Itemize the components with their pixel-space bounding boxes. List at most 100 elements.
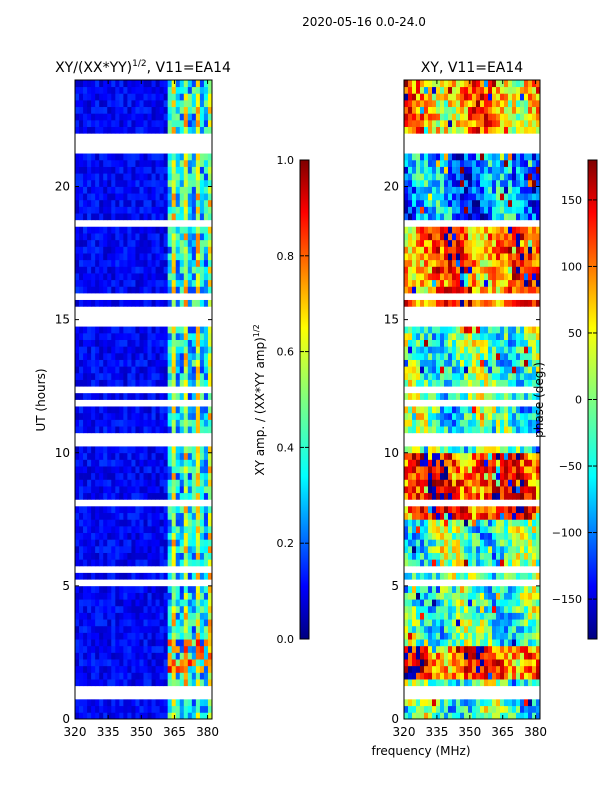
heatmap-cell (147, 392, 152, 400)
heatmap-cell (476, 699, 481, 707)
heatmap-cell (151, 426, 156, 434)
heatmap-cell (179, 412, 185, 420)
heatmap-cell (436, 452, 441, 460)
heatmap-cell (512, 492, 517, 500)
heatmap-cell (468, 679, 473, 687)
heatmap-cell (195, 106, 201, 114)
heatmap-cell (520, 286, 525, 294)
heatmap-cell (496, 452, 501, 460)
heatmap-cell (452, 259, 457, 267)
heatmap-cell (143, 186, 148, 194)
heatmap-cell (147, 239, 152, 247)
heatmap-cell (139, 539, 144, 547)
heatmap-cell (468, 545, 473, 553)
heatmap-cell (444, 472, 449, 480)
heatmap-cell (119, 632, 124, 640)
heatmap-cell (203, 525, 209, 534)
heatmap-cell (183, 406, 189, 414)
heatmap-cell (115, 186, 120, 194)
heatmap-cell (191, 479, 197, 487)
heatmap-cell (111, 419, 116, 427)
heatmap-cell (524, 299, 529, 307)
heatmap-cell (508, 492, 513, 500)
heatmap-cell (183, 199, 189, 207)
heatmap-cell (484, 545, 489, 553)
heatmap-cell (87, 153, 92, 161)
heatmap-cell (532, 266, 537, 274)
heatmap-cell (472, 639, 477, 647)
heatmap-cell (151, 379, 156, 387)
heatmap-cell (107, 446, 112, 454)
heatmap-cell (99, 559, 104, 567)
heatmap-cell (103, 619, 108, 627)
heatmap-cell (408, 572, 413, 580)
heatmap-cell (87, 619, 92, 627)
heatmap-cell (420, 459, 425, 467)
heatmap-cell (432, 492, 437, 500)
heatmap-cell (432, 639, 437, 647)
heatmap-cell (516, 665, 521, 673)
heatmap-cell (536, 299, 540, 307)
heatmap-cell (448, 559, 453, 567)
heatmap-cell (412, 352, 417, 360)
heatmap-cell (524, 605, 529, 613)
heatmap-cell (444, 253, 449, 261)
heatmap-cell (163, 179, 169, 187)
heatmap-cell (91, 173, 96, 181)
heatmap-cell (163, 679, 169, 687)
heatmap-cell (512, 592, 517, 600)
heatmap-cell (428, 379, 433, 387)
heatmap-cell (444, 712, 449, 719)
heatmap-cell (187, 332, 193, 340)
heatmap-cell (456, 665, 461, 673)
heatmap-cell (159, 299, 165, 307)
heatmap-cell (83, 372, 88, 380)
heatmap-cell (424, 632, 429, 640)
heatmap-cell (412, 705, 417, 713)
heatmap-cell (187, 592, 193, 600)
heatmap-cell (111, 93, 116, 101)
heatmap-cell (79, 119, 84, 127)
heatmap-cell (496, 326, 501, 334)
heatmap-cell (159, 153, 165, 161)
heatmap-cell (99, 352, 104, 360)
heatmap-cell (500, 332, 505, 340)
heatmap-cell (99, 366, 104, 374)
heatmap-cell (191, 99, 197, 108)
heatmap-cell (508, 366, 513, 374)
heatmap-cell (183, 492, 189, 500)
heatmap-cell (75, 193, 80, 201)
heatmap-cell (420, 412, 425, 420)
heatmap-cell (83, 545, 88, 553)
heatmap-cell (492, 659, 497, 667)
heatmap-cell (472, 459, 477, 467)
heatmap-cell (155, 246, 161, 254)
heatmap-cell (95, 479, 100, 487)
heatmap-cell (107, 452, 112, 460)
heatmap-cell (532, 479, 537, 487)
heatmap-cell (528, 506, 533, 514)
heatmap-cell (420, 419, 425, 427)
heatmap-cell (460, 592, 465, 600)
heatmap-cell (91, 159, 96, 167)
left-ylabel: UT (hours) (34, 368, 48, 431)
heatmap-cell (488, 239, 493, 247)
heatmap-cell (512, 326, 517, 334)
heatmap-cell (175, 545, 181, 553)
heatmap-cell (79, 459, 84, 467)
heatmap-cell (95, 186, 100, 194)
heatmap-cell (91, 119, 96, 127)
heatmap-cell (91, 605, 96, 613)
heatmap-cell (99, 173, 104, 181)
heatmap-cell (532, 299, 537, 307)
heatmap-cell (504, 619, 509, 627)
heatmap-cell (195, 126, 201, 134)
heatmap-cell (476, 672, 481, 680)
heatmap-cell (147, 712, 152, 719)
heatmap-cell (448, 426, 453, 434)
heatmap-cell (95, 466, 100, 474)
heatmap-cell (187, 113, 193, 121)
heatmap-cell (480, 412, 485, 420)
heatmap-cell (99, 585, 104, 593)
heatmap-cell (452, 506, 457, 514)
